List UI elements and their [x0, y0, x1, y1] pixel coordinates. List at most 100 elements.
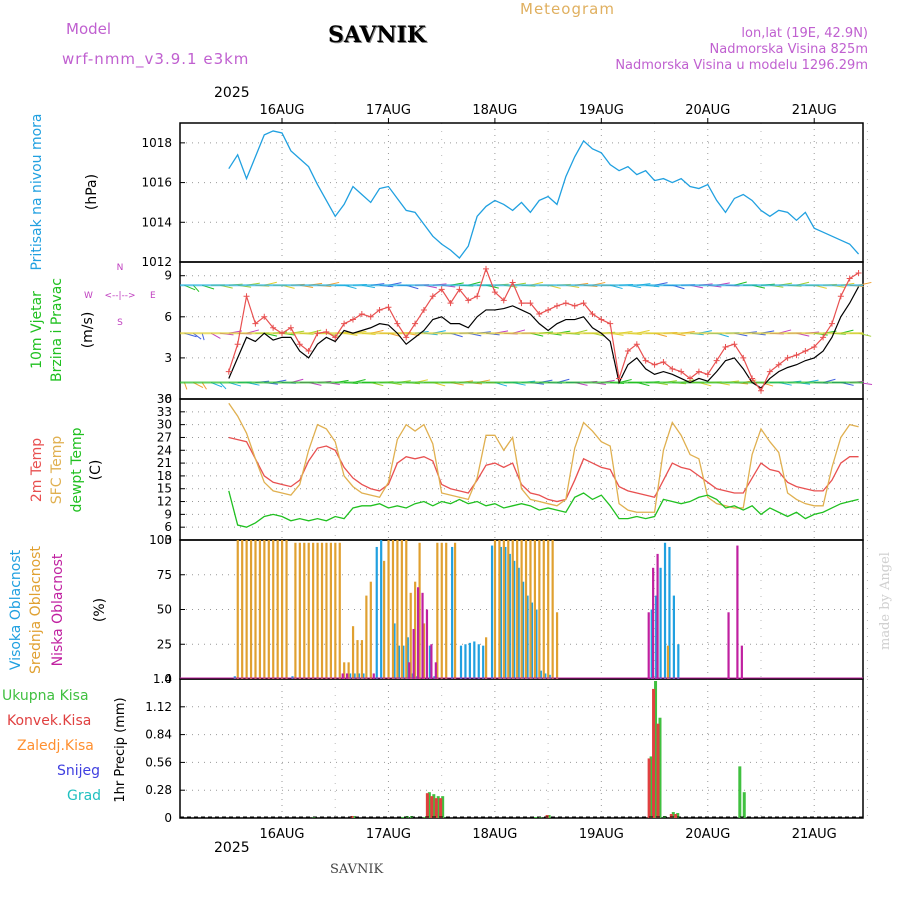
- cloud-bar: [485, 637, 488, 679]
- wind-dir-s: S: [117, 318, 123, 328]
- precip-bar: [441, 796, 445, 818]
- cloud-bar: [408, 662, 411, 679]
- precip-bar: [423, 817, 427, 818]
- cloud-bar: [316, 542, 319, 679]
- cloud-bar: [294, 542, 297, 679]
- wind-gust-marker: [820, 334, 827, 341]
- wind-gust-marker: [740, 354, 747, 361]
- precip-bar: [352, 816, 356, 818]
- wind-gust-marker: [429, 293, 436, 300]
- cloud-bar: [422, 623, 426, 679]
- cloud-bar: [468, 642, 471, 679]
- wind-gust-marker: [855, 269, 862, 276]
- wind-gust-marker: [669, 365, 676, 372]
- cloud-bar: [353, 673, 356, 679]
- cloud-bar: [499, 546, 503, 679]
- wind-gust-marker: [447, 300, 454, 307]
- temp-ylabel: (C): [88, 460, 104, 481]
- cloud-bar: [548, 674, 551, 679]
- precip-bar: [742, 792, 746, 818]
- temp-title-dew: dewpt Temp: [69, 427, 85, 512]
- ytick-label-pressure: 1012: [141, 255, 172, 269]
- cloud-bar: [241, 540, 244, 679]
- cloud-title-low: Niska Oblacnost: [50, 553, 66, 666]
- cloud-bar: [516, 540, 519, 679]
- cloud-bar: [383, 560, 386, 679]
- cloud-bar: [334, 542, 337, 679]
- wind-dir-e: E: [150, 291, 156, 301]
- precip-bar: [425, 793, 429, 818]
- precip-bar: [647, 758, 651, 818]
- wind-gust-marker: [279, 330, 286, 337]
- wind-gust-marker: [846, 275, 853, 282]
- cloud-bar: [555, 612, 559, 679]
- ytick-label-wind: 0: [164, 392, 172, 406]
- wind-barb: [183, 382, 188, 390]
- wind-gust-marker: [704, 371, 711, 378]
- cloud-bar: [393, 623, 396, 679]
- day-label-top: 20AUG: [685, 103, 730, 118]
- cloud-bar: [343, 662, 346, 679]
- station-title: SAVNIK: [328, 22, 426, 48]
- wind-gust-marker: [474, 293, 481, 300]
- cloud-bar: [736, 545, 739, 679]
- wind-gust-marker: [837, 293, 844, 300]
- wind-gust-marker: [642, 357, 649, 364]
- cloud-bar: [372, 673, 375, 679]
- wind-title-1: 10m Vjetar: [29, 291, 45, 369]
- wind-gust-marker: [536, 311, 543, 318]
- wind-barb: [201, 382, 207, 390]
- precip-bar: [312, 817, 316, 818]
- ytick-label-clouds: 25: [157, 637, 172, 651]
- wind-gust-marker: [341, 320, 348, 327]
- wind-gust-marker: [571, 302, 578, 309]
- cloud-bar: [356, 640, 359, 679]
- ytick-label-temperature: 18: [157, 469, 172, 483]
- panel-frame-pressure: [179, 122, 864, 263]
- cloud-bar: [544, 673, 547, 679]
- wind-gust-marker: [553, 302, 560, 309]
- cloud-bar: [375, 546, 378, 679]
- cloud-ylabel: (%): [92, 598, 108, 622]
- wind-gust-marker: [828, 320, 835, 327]
- wind-gust-marker: [296, 341, 303, 348]
- elevation-label: Nadmorska Visina 825m: [709, 42, 869, 57]
- cloud-bar: [668, 546, 671, 679]
- cloud-bar: [551, 540, 554, 679]
- wind-gust-marker: [491, 289, 498, 296]
- ytick-label-temperature: 33: [157, 405, 172, 419]
- day-label-top: 16AUG: [259, 103, 304, 118]
- wind-gust-marker: [349, 316, 356, 323]
- precip-bar: [671, 812, 675, 818]
- temp-line-sfc-temp: [228, 402, 859, 513]
- day-label-bottom: 21AUG: [792, 827, 837, 842]
- ytick-label-wind: 9: [164, 269, 172, 283]
- cloud-bar: [258, 540, 262, 679]
- ytick-label-pressure: 1016: [141, 176, 172, 190]
- wind-barb: [219, 382, 227, 390]
- wind-gust-marker: [695, 368, 702, 375]
- cloud-bar: [418, 542, 421, 679]
- wind-gust-marker: [332, 334, 339, 341]
- wind-gust-marker: [456, 286, 463, 293]
- wind-gust-marker: [757, 387, 764, 394]
- cloud-bar: [529, 540, 532, 679]
- cloud-bar: [245, 540, 248, 679]
- cloud-bar: [249, 540, 253, 679]
- wind-gust-marker: [598, 316, 605, 323]
- pressure-ylabel: (hPa): [84, 174, 100, 210]
- wind-gust-marker: [509, 279, 516, 286]
- wind-gust-marker: [766, 368, 773, 375]
- cloud-bar: [307, 542, 310, 679]
- precip-bar: [547, 815, 551, 818]
- precip-bar: [649, 756, 653, 818]
- wind-gust-marker: [465, 297, 472, 304]
- ytick-label-temperature: 24: [157, 443, 172, 457]
- cloud-bar: [263, 540, 266, 679]
- year-top: 2025: [214, 85, 250, 101]
- cloud-bar: [412, 628, 415, 679]
- wind-title-2: Brzina i Pravac: [49, 278, 65, 382]
- cloud-bar: [346, 673, 349, 679]
- wind-gust-marker: [234, 341, 241, 348]
